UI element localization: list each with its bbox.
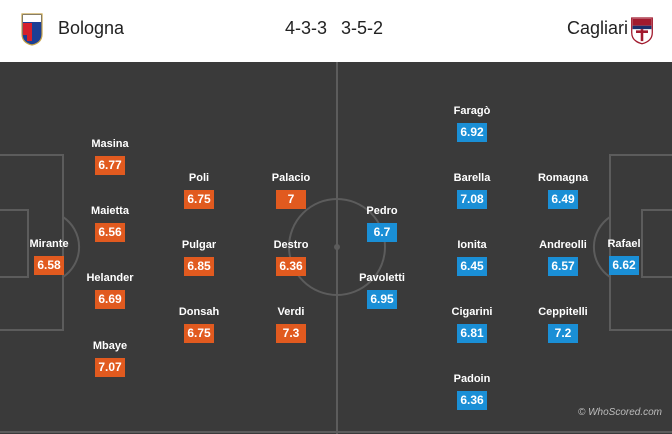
home-player[interactable]: Verdi 7.3 [246, 306, 336, 343]
home-player[interactable]: Destro 6.36 [246, 239, 336, 276]
away-team-name: Cagliari [566, 18, 628, 38]
player-name: Rafael [607, 238, 641, 250]
player-rating: 6.77 [95, 156, 125, 175]
player-rating: 6.95 [367, 290, 397, 309]
player-rating: 6.57 [548, 257, 578, 276]
player-name: Destro [273, 239, 309, 251]
player-rating: 6.75 [184, 324, 214, 343]
home-player[interactable]: Masina 6.77 [65, 138, 155, 175]
away-player[interactable]: Barella 7.08 [427, 172, 517, 209]
player-rating: 6.75 [184, 190, 214, 209]
pitch-markings [0, 62, 672, 434]
player-name: Mbaye [92, 340, 128, 352]
player-name: Pulgar [181, 239, 217, 251]
player-rating: 6.7 [367, 223, 397, 242]
player-name: Palacio [271, 172, 311, 184]
home-player[interactable]: Donsah 6.75 [154, 306, 244, 343]
away-player[interactable]: Romagna 6.49 [518, 172, 608, 209]
player-name: Pavoletti [359, 272, 405, 284]
away-player[interactable]: Padoin 6.36 [427, 373, 517, 410]
home-team-name: Bologna [58, 18, 125, 38]
bologna-crest-icon [21, 13, 43, 46]
player-rating: 6.81 [457, 324, 487, 343]
away-player[interactable]: Pedro 6.7 [337, 205, 427, 242]
player-rating: 6.58 [34, 256, 64, 275]
match-header: Bologna 4-3-3 3-5-2 Cagliari [0, 0, 672, 62]
player-rating: 7 [276, 190, 306, 209]
away-player[interactable]: Pavoletti 6.95 [337, 272, 427, 309]
home-formation: 4-3-3 [285, 18, 328, 38]
away-player[interactable]: Cigarini 6.81 [427, 306, 517, 343]
cagliari-crest-icon [631, 17, 653, 45]
home-player[interactable]: Helander 6.69 [65, 272, 155, 309]
home-player[interactable]: Mbaye 7.07 [65, 340, 155, 377]
player-name: Cigarini [451, 306, 493, 318]
away-player[interactable]: Rafael 6.62 [579, 238, 669, 275]
home-player[interactable]: Maietta 6.56 [65, 205, 155, 242]
player-name: Maietta [91, 205, 129, 217]
player-rating: 6.36 [457, 391, 487, 410]
player-name: Faragò [453, 105, 491, 117]
player-rating: 6.62 [609, 256, 639, 275]
player-rating: 6.92 [457, 123, 487, 142]
player-name: Helander [86, 272, 134, 284]
player-name: Poli [188, 172, 210, 184]
player-rating: 7.2 [548, 324, 578, 343]
player-name: Romagna [537, 172, 589, 184]
home-player[interactable]: Mirante 6.58 [4, 238, 94, 275]
player-name: Ionita [457, 239, 487, 251]
player-name: Padoin [453, 373, 491, 385]
home-player[interactable]: Poli 6.75 [154, 172, 244, 209]
player-name: Barella [453, 172, 491, 184]
player-rating: 7.08 [457, 190, 487, 209]
player-rating: 7.3 [276, 324, 306, 343]
player-rating: 6.56 [95, 223, 125, 242]
away-formation: 3-5-2 [341, 18, 384, 38]
player-rating: 6.36 [276, 257, 306, 276]
player-rating: 6.85 [184, 257, 214, 276]
player-name: Pedro [366, 205, 398, 217]
player-name: Masina [91, 138, 129, 150]
player-rating: 6.69 [95, 290, 125, 309]
whoscored-watermark: © WhoScored.com [577, 407, 662, 418]
player-name: Ceppitelli [538, 306, 588, 318]
player-name: Mirante [29, 238, 69, 250]
home-player[interactable]: Palacio 7 [246, 172, 336, 209]
player-name: Andreolli [539, 239, 587, 251]
player-name: Verdi [277, 306, 305, 318]
player-rating: 7.07 [95, 358, 125, 377]
player-name: Donsah [178, 306, 220, 318]
away-player[interactable]: Andreolli 6.57 [518, 239, 608, 276]
away-player[interactable]: Faragò 6.92 [427, 105, 517, 142]
player-rating: 6.45 [457, 257, 487, 276]
away-player[interactable]: Ceppitelli 7.2 [518, 306, 608, 343]
player-rating: 6.49 [548, 190, 578, 209]
home-player[interactable]: Pulgar 6.85 [154, 239, 244, 276]
pitch: Mirante 6.58 Masina 6.77 Maietta 6.56 He… [0, 62, 672, 434]
away-player[interactable]: Ionita 6.45 [427, 239, 517, 276]
